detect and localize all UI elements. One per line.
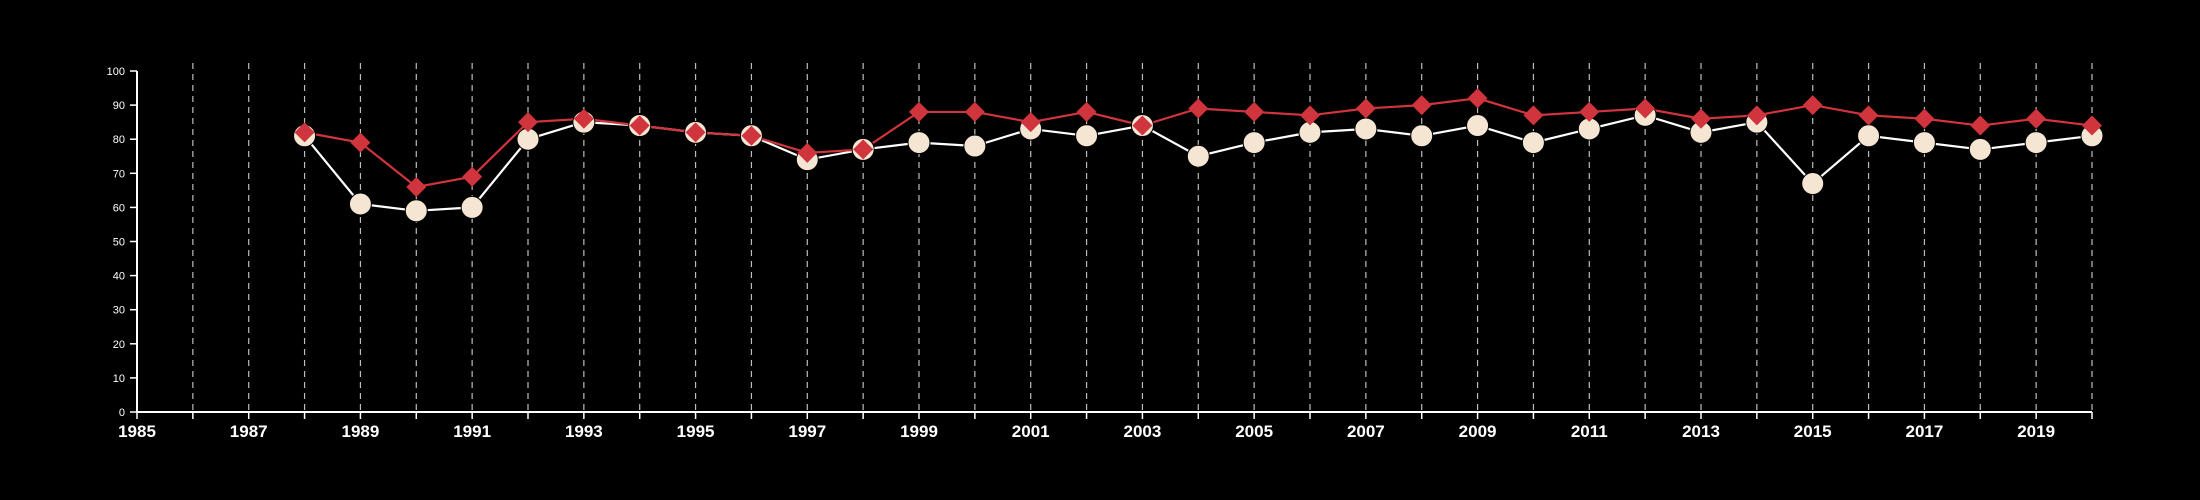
data-point (629, 115, 650, 136)
data-point (1802, 95, 1823, 116)
x-tick-label: 2015 (1794, 422, 1832, 441)
data-point (1857, 124, 1881, 148)
data-point (1579, 101, 1600, 122)
x-tick-label: 1991 (453, 422, 491, 441)
data-point (518, 112, 538, 133)
data-point (1242, 131, 1266, 155)
data-point (685, 122, 706, 143)
data-point (1466, 114, 1490, 138)
data-point (348, 192, 372, 216)
data-point (1020, 112, 1041, 133)
data-point (460, 195, 484, 219)
data-point (1354, 117, 1378, 141)
y-tick-label: 50 (113, 237, 125, 249)
data-point (1746, 105, 1767, 126)
x-tick-label: 1999 (900, 422, 938, 441)
data-point (1076, 101, 1097, 122)
x-tick-label: 1995 (677, 422, 715, 441)
data-point (1410, 124, 1434, 148)
data-point (404, 199, 428, 223)
x-tick-label: 2001 (1012, 422, 1050, 441)
data-point (1132, 115, 1153, 136)
data-point (1521, 131, 1545, 155)
x-tick-label: 1997 (788, 422, 826, 441)
data-point (350, 132, 371, 153)
data-point (294, 122, 315, 143)
data-point (2024, 131, 2048, 155)
y-tick-label: 10 (113, 373, 125, 385)
data-point (1691, 108, 1711, 129)
y-tick-label: 60 (113, 202, 125, 214)
x-tick-label: 2007 (1347, 422, 1385, 441)
x-tick-label: 2005 (1235, 422, 1273, 441)
tick-labels: 0 10 20 30 40 50 60 70 80 90 100 1985 1987 1989 1991 19… (107, 66, 2055, 441)
data-point (1970, 115, 1991, 136)
x-tick-label: 1987 (230, 422, 268, 441)
axes (130, 70, 2093, 419)
y-tick-label: 100 (107, 66, 125, 78)
data-point (907, 131, 931, 155)
data-point (1858, 105, 1879, 126)
x-tick-label: 2003 (1124, 422, 1162, 441)
data-point (1355, 98, 1376, 119)
data-point (1635, 98, 1656, 119)
data-point (1411, 95, 1432, 116)
data-point (406, 176, 427, 197)
x-tick-label: 1985 (118, 422, 156, 441)
series-layer (293, 88, 2104, 223)
data-point (1914, 108, 1935, 129)
x-tick-label: 2013 (1682, 422, 1720, 441)
y-tick-label: 0 (119, 407, 125, 419)
y-tick-label: 20 (113, 339, 125, 351)
data-point (1300, 105, 1320, 126)
data-point (1244, 101, 1265, 122)
data-point (1968, 137, 1992, 161)
x-tick-label: 1993 (565, 422, 603, 441)
y-tick-label: 30 (113, 305, 125, 317)
data-point (909, 101, 929, 122)
x-tick-label: 2017 (1906, 422, 1944, 441)
x-tick-label: 2009 (1459, 422, 1497, 441)
data-point (1188, 98, 1209, 119)
data-point (1075, 124, 1099, 148)
y-tick-label: 80 (113, 134, 125, 146)
x-tick-label: 2011 (1571, 422, 1608, 441)
x-tick-label: 2019 (2017, 422, 2055, 441)
data-point (853, 139, 874, 160)
y-tick-label: 40 (113, 271, 125, 283)
data-point (1912, 131, 1936, 155)
data-point (964, 101, 985, 122)
data-point (741, 125, 762, 146)
y-tick-label: 90 (113, 100, 125, 112)
data-point (797, 142, 818, 163)
data-point (1523, 105, 1544, 126)
data-point (573, 108, 594, 129)
data-point (1186, 144, 1210, 168)
data-point (462, 166, 483, 187)
data-point (963, 134, 987, 158)
data-point (2082, 115, 2102, 136)
x-tick-label: 1989 (342, 422, 380, 441)
data-point (2026, 108, 2047, 129)
y-tick-label: 70 (113, 168, 125, 180)
data-point (1801, 172, 1825, 196)
data-point (1467, 88, 1488, 109)
